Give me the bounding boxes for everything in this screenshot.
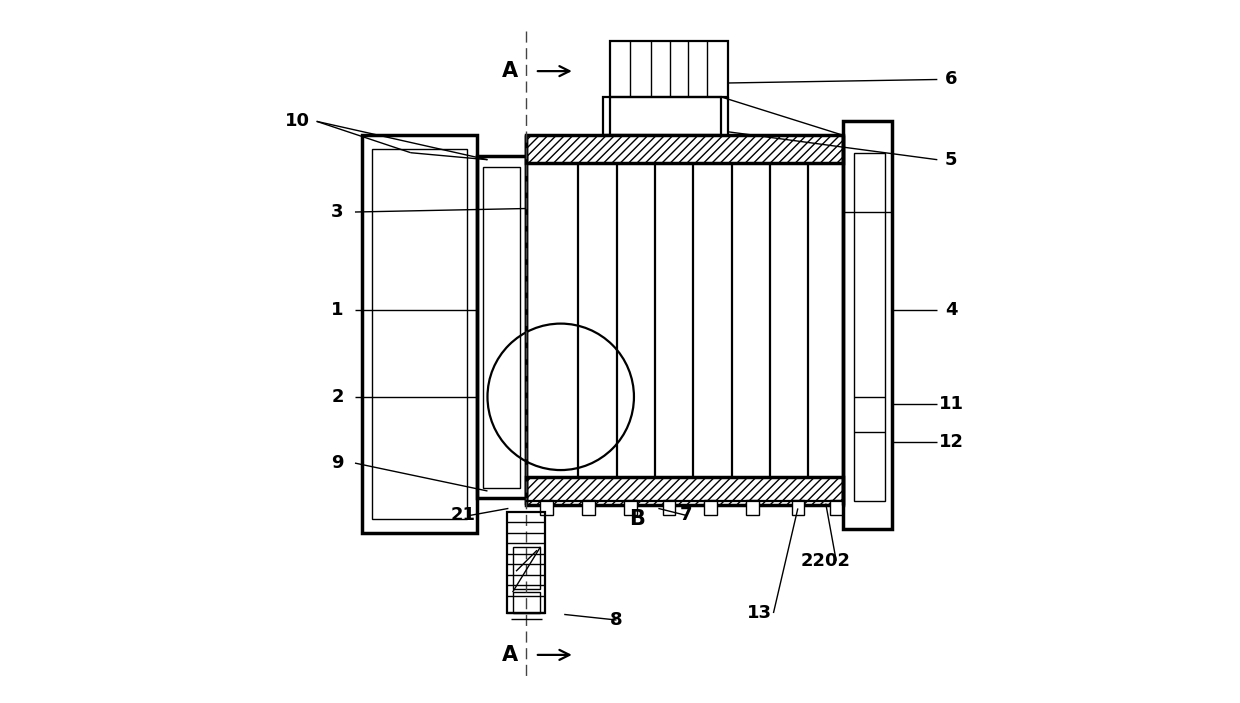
Text: 3: 3 [331,203,343,221]
Bar [512,547,541,588]
Bar [526,135,843,163]
Bar [583,500,595,515]
Text: 8: 8 [610,611,622,629]
Bar [482,167,521,487]
Bar [662,500,675,515]
Bar [746,500,759,515]
Text: 12: 12 [939,433,963,451]
Text: 2202: 2202 [801,552,851,569]
Text: 5: 5 [945,150,957,169]
Text: 13: 13 [746,604,773,622]
Bar [541,500,553,515]
Text: 9: 9 [331,454,343,472]
Bar [610,41,728,97]
Text: A: A [502,61,518,81]
Bar [603,97,722,135]
Text: 2: 2 [331,388,343,406]
Text: B: B [630,509,645,529]
Text: 7: 7 [680,506,692,524]
Bar [512,592,541,613]
Bar [526,477,843,505]
Text: 21: 21 [450,506,476,524]
Text: 4: 4 [945,301,957,318]
Bar [507,512,546,613]
Bar [362,135,477,533]
Bar [853,153,885,501]
Text: 11: 11 [939,395,963,413]
Text: 6: 6 [945,70,957,89]
Bar [704,500,717,515]
Bar [830,500,842,515]
Text: 1: 1 [331,301,343,318]
Text: A: A [502,645,518,665]
Bar [791,500,804,515]
Bar [477,156,526,498]
Bar [843,122,892,529]
Bar [624,500,636,515]
Text: 10: 10 [285,112,310,130]
Bar [372,149,466,519]
